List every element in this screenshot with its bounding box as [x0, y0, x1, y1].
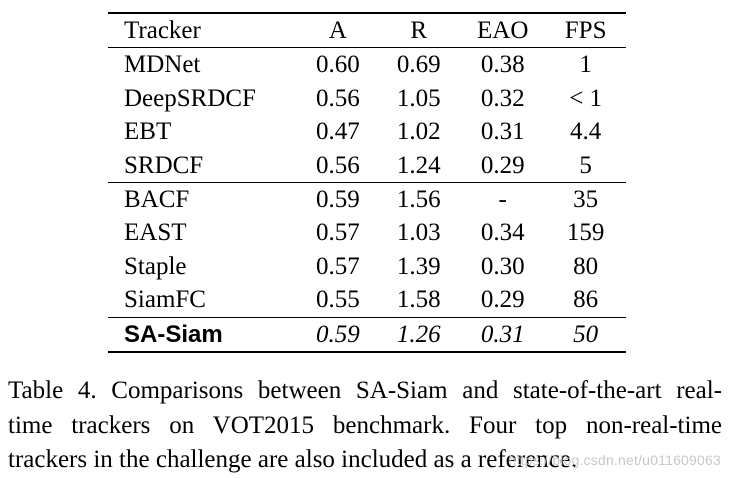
- table-row: EBT 0.47 1.02 0.31 4.4: [108, 115, 626, 148]
- cell-fps: 159: [566, 219, 605, 247]
- cell-fps: 1: [579, 51, 592, 79]
- cell-tracker: SiamFC: [124, 286, 206, 314]
- cell-r: 1.58: [396, 286, 441, 314]
- cell-a: 0.59: [316, 186, 360, 214]
- header-fps: FPS: [564, 17, 607, 44]
- cell-r: 1.05: [396, 84, 441, 112]
- cell-r: 0.69: [396, 51, 441, 79]
- cell-eao: 0.34: [480, 219, 525, 247]
- cell-r: 1.02: [396, 118, 441, 146]
- cell-tracker: MDNet: [124, 51, 201, 79]
- table-row: BACF 0.59 1.56 - 35: [108, 182, 626, 217]
- cell-tracker: BACF: [124, 186, 190, 214]
- cell-fps: 35: [573, 186, 599, 214]
- cell-fps: 50: [573, 320, 599, 348]
- caption-line: time trackers on VOT2015 benchmark. Four…: [8, 411, 722, 439]
- cell-fps: < 1: [569, 84, 603, 112]
- table-row: EAST 0.57 1.03 0.34 159: [108, 216, 626, 249]
- cell-fps: 4.4: [570, 118, 602, 146]
- cell-eao: 0.38: [480, 51, 525, 79]
- cell-a: 0.60: [316, 51, 360, 79]
- table-header-row: Tracker A R EAO FPS: [108, 13, 626, 48]
- table-body: MDNet 0.60 0.69 0.38 1 DeepSRDCF 0.56 1.05 0.32 <…: [108, 48, 626, 353]
- table-row: DeepSRDCF 0.56 1.05 0.32 < 1: [108, 82, 626, 115]
- cell-tracker: EBT: [124, 118, 172, 146]
- cell-tracker: SRDCF: [124, 151, 204, 179]
- cell-a: 0.55: [316, 286, 360, 314]
- cell-a: 0.56: [316, 84, 360, 112]
- cell-r: 1.24: [396, 151, 441, 179]
- cell-eao: 0.32: [480, 84, 525, 112]
- cell-eao: 0.31: [480, 320, 525, 348]
- cell-eao: 0.30: [480, 252, 525, 280]
- caption-line: Table 4. Comparisons between SA-Siam and…: [8, 377, 722, 404]
- cell-r: 1.39: [396, 252, 441, 280]
- cell-tracker: Staple: [124, 252, 187, 280]
- cell-a: 0.47: [316, 118, 360, 146]
- table-caption: Table 4. Comparisons between SA-Siam and…: [8, 374, 722, 478]
- header-eao: EAO: [477, 17, 529, 44]
- caption-line: trackers in the challenge are also inclu…: [8, 446, 578, 473]
- cell-r: 1.56: [396, 186, 441, 214]
- cell-eao: 0.29: [480, 151, 525, 179]
- cell-a: 0.57: [316, 219, 360, 247]
- cell-r: 1.26: [396, 320, 441, 348]
- table-row: SRDCF 0.56 1.24 0.29 5: [108, 149, 626, 183]
- header-a: A: [328, 17, 347, 44]
- cell-fps: 5: [579, 151, 592, 179]
- cell-a: 0.56: [316, 151, 360, 179]
- table-row: Staple 0.57 1.39 0.30 80: [108, 250, 626, 283]
- cell-tracker: DeepSRDCF: [124, 84, 256, 112]
- cell-a: 0.59: [316, 320, 360, 348]
- cell-tracker: EAST: [124, 219, 187, 247]
- header-tracker: Tracker: [124, 17, 201, 44]
- cell-eao: 0.31: [480, 118, 525, 146]
- header-r: R: [410, 17, 428, 44]
- cell-r: 1.03: [396, 219, 441, 247]
- cell-fps: 86: [573, 286, 599, 314]
- cell-tracker: SA-Siam: [124, 320, 223, 348]
- cell-eao: 0.29: [480, 286, 525, 314]
- results-table: Tracker A R EAO FPS MDNet 0.60 0.69 0.38 1 De…: [108, 12, 626, 353]
- table-row: SiamFC 0.55 1.58 0.29 86: [108, 283, 626, 317]
- cell-fps: 80: [573, 252, 599, 280]
- watermark-text: https://blog.csdn.net/u011609063: [508, 452, 721, 468]
- cell-eao: -: [498, 186, 507, 214]
- results-table-container: Tracker A R EAO FPS MDNet 0.60 0.69 0.38 1 De…: [108, 12, 626, 353]
- table-row-ours: SA-Siam 0.59 1.26 0.31 50: [108, 317, 626, 353]
- cell-a: 0.57: [316, 252, 360, 280]
- table-row: MDNet 0.60 0.69 0.38 1: [108, 48, 626, 82]
